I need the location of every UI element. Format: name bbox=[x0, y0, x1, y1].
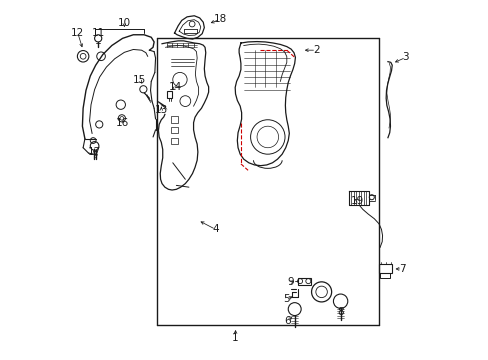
Text: 19: 19 bbox=[350, 196, 364, 206]
Text: 15: 15 bbox=[133, 75, 146, 85]
Text: 9: 9 bbox=[286, 277, 293, 287]
Text: 8: 8 bbox=[337, 307, 343, 317]
Text: 7: 7 bbox=[398, 264, 405, 274]
Text: 17: 17 bbox=[88, 147, 101, 157]
Text: 4: 4 bbox=[212, 225, 219, 234]
Text: 14: 14 bbox=[169, 82, 182, 93]
Text: 13: 13 bbox=[154, 105, 167, 115]
Text: 5: 5 bbox=[283, 294, 289, 304]
Text: 16: 16 bbox=[116, 118, 129, 128]
Text: 2: 2 bbox=[312, 45, 319, 55]
Text: 1: 1 bbox=[232, 333, 238, 343]
Text: 18: 18 bbox=[213, 14, 226, 24]
Text: 6: 6 bbox=[284, 316, 290, 325]
Text: 10: 10 bbox=[118, 18, 131, 28]
Text: 3: 3 bbox=[402, 52, 408, 62]
Text: 11: 11 bbox=[91, 28, 104, 38]
Text: 12: 12 bbox=[71, 28, 84, 38]
